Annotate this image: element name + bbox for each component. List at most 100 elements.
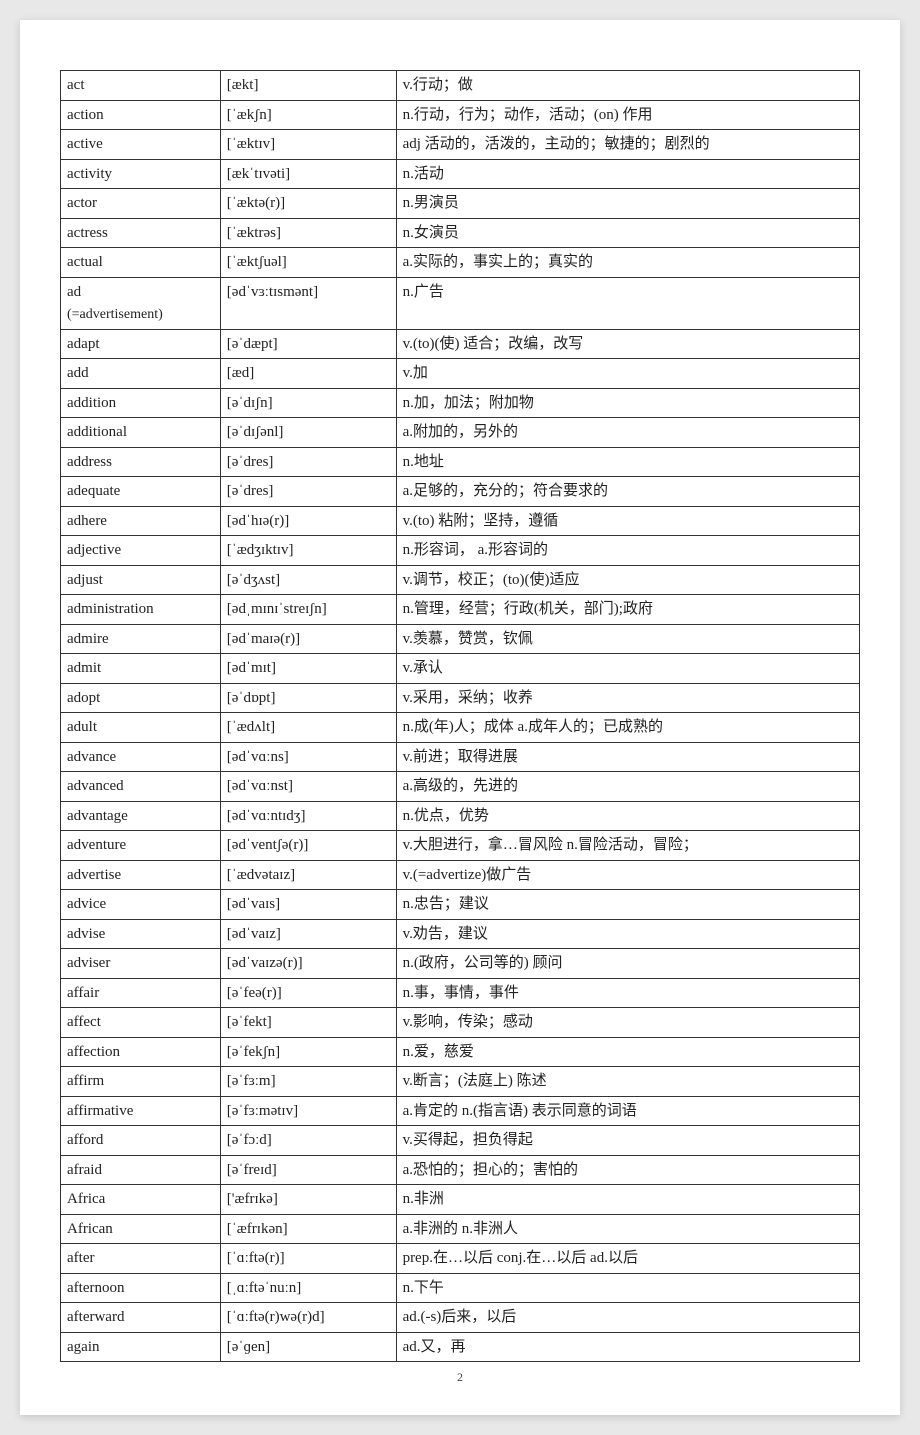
vocabulary-table: act[ækt]v.行动；做 action[ˈækʃn]n.行动，行为；动作，活动… xyxy=(60,70,860,1362)
page-number: 2 xyxy=(60,1370,860,1385)
table-row: activity[ækˈtɪvəti]n.活动 xyxy=(61,159,860,189)
definition-cell: a.附加的，另外的 xyxy=(396,418,859,448)
phonetic-cell: [ˈædʌlt] xyxy=(220,713,396,743)
word-text: affair xyxy=(67,985,99,1001)
definition-cell: a.高级的，先进的 xyxy=(396,772,859,802)
word-text: Africa xyxy=(67,1191,105,1207)
word-cell: after xyxy=(61,1244,221,1274)
phonetic-cell: [əˈdɪʃn] xyxy=(220,388,396,418)
word-text: African xyxy=(67,1221,113,1237)
definition-cell: n.优点，优势 xyxy=(396,801,859,831)
word-cell: additional xyxy=(61,418,221,448)
phonetic-cell: [ədˈvɑːntɪdʒ] xyxy=(220,801,396,831)
table-row: affect[əˈfekt]v.影响，传染；感动 xyxy=(61,1008,860,1038)
word-text: affection xyxy=(67,1044,120,1060)
word-text: advice xyxy=(67,896,106,912)
word-cell: adventure xyxy=(61,831,221,861)
phonetic-cell: [əˈɡen] xyxy=(220,1332,396,1362)
word-text: activity xyxy=(67,166,112,182)
table-row: affair[əˈfeə(r)]n.事，事情，事件 xyxy=(61,978,860,1008)
table-row: ad(=advertisement)[ədˈvɜːtɪsmənt]n.广告 xyxy=(61,277,860,329)
phonetic-cell: [ədˈvɜːtɪsmənt] xyxy=(220,277,396,329)
word-cell: advance xyxy=(61,742,221,772)
definition-cell: ad.(-s)后来，以后 xyxy=(396,1303,859,1333)
definition-cell: v.劝告，建议 xyxy=(396,919,859,949)
definition-cell: v.前进；取得进展 xyxy=(396,742,859,772)
word-cell: afford xyxy=(61,1126,221,1156)
word-text: adjust xyxy=(67,572,103,588)
phonetic-cell: [əˈfekʃn] xyxy=(220,1037,396,1067)
phonetic-cell: [ˈæktɪv] xyxy=(220,130,396,160)
word-text: afford xyxy=(67,1132,103,1148)
table-row: affirm[əˈfɜːm]v.断言；(法庭上) 陈述 xyxy=(61,1067,860,1097)
word-cell: actual xyxy=(61,248,221,278)
phonetic-cell: [ədˈhɪə(r)] xyxy=(220,506,396,536)
definition-cell: n.活动 xyxy=(396,159,859,189)
word-text: advise xyxy=(67,926,105,942)
word-cell: adjust xyxy=(61,565,221,595)
word-cell: actress xyxy=(61,218,221,248)
word-text: addition xyxy=(67,395,116,411)
word-text: actress xyxy=(67,225,108,241)
definition-cell: v.行动；做 xyxy=(396,71,859,101)
phonetic-cell: [əˈdʒʌst] xyxy=(220,565,396,595)
table-row: afford[əˈfɔːd]v.买得起，担负得起 xyxy=(61,1126,860,1156)
definition-cell: adj 活动的，活泼的，主动的；敏捷的；剧烈的 xyxy=(396,130,859,160)
word-text: again xyxy=(67,1339,99,1355)
table-row: after[ˈɑːftə(r)]prep.在…以后 conj.在…以后 ad.以… xyxy=(61,1244,860,1274)
phonetic-cell: [əˈfeə(r)] xyxy=(220,978,396,1008)
table-row: additional[əˈdɪʃənl]a.附加的，另外的 xyxy=(61,418,860,448)
definition-cell: n.爱，慈爱 xyxy=(396,1037,859,1067)
definition-cell: n.忠告；建议 xyxy=(396,890,859,920)
word-cell: advantage xyxy=(61,801,221,831)
definition-cell: n.女演员 xyxy=(396,218,859,248)
word-cell: affection xyxy=(61,1037,221,1067)
definition-cell: v.影响，传染；感动 xyxy=(396,1008,859,1038)
table-row: adopt[əˈdɒpt]v.采用，采纳；收养 xyxy=(61,683,860,713)
phonetic-cell: [əˈdæpt] xyxy=(220,329,396,359)
phonetic-cell: [ədˈvaɪzə(r)] xyxy=(220,949,396,979)
word-text: additional xyxy=(67,424,127,440)
word-cell: affirmative xyxy=(61,1096,221,1126)
word-text: advertise xyxy=(67,867,121,883)
word-cell: afternoon xyxy=(61,1273,221,1303)
definition-cell: ad.又，再 xyxy=(396,1332,859,1362)
word-cell: act xyxy=(61,71,221,101)
table-row: admire[ədˈmaɪə(r)]v.羡慕，赞赏，钦佩 xyxy=(61,624,860,654)
phonetic-cell: [ədˈvaɪz] xyxy=(220,919,396,949)
definition-cell: v.大胆进行，拿…冒风险 n.冒险活动，冒险； xyxy=(396,831,859,861)
table-row: adventure[ədˈventʃə(r)]v.大胆进行，拿…冒风险 n.冒险… xyxy=(61,831,860,861)
definition-cell: n.下午 xyxy=(396,1273,859,1303)
table-row: adequate[əˈdres]a.足够的，充分的；符合要求的 xyxy=(61,477,860,507)
word-cell: addition xyxy=(61,388,221,418)
word-cell: afraid xyxy=(61,1155,221,1185)
phonetic-cell: [əˈfɔːd] xyxy=(220,1126,396,1156)
word-cell: again xyxy=(61,1332,221,1362)
table-body: act[ækt]v.行动；做 action[ˈækʃn]n.行动，行为；动作，活动… xyxy=(61,71,860,1362)
word-text: adult xyxy=(67,719,97,735)
word-cell: adequate xyxy=(61,477,221,507)
phonetic-cell: [əˈdres] xyxy=(220,447,396,477)
word-text: affect xyxy=(67,1014,101,1030)
word-cell: actor xyxy=(61,189,221,219)
word-text: add xyxy=(67,365,89,381)
table-row: administration[ədˌmɪnɪˈstreɪʃn]n.管理，经营；行… xyxy=(61,595,860,625)
table-row: affection [əˈfekʃn]n.爱，慈爱 xyxy=(61,1037,860,1067)
word-cell: administration xyxy=(61,595,221,625)
word-cell: action xyxy=(61,100,221,130)
word-cell: advanced xyxy=(61,772,221,802)
definition-cell: n.行动，行为；动作，活动；(on) 作用 xyxy=(396,100,859,130)
table-row: advanced[ədˈvɑːnst]a.高级的，先进的 xyxy=(61,772,860,802)
phonetic-cell: [ˈɑːftə(r)wə(r)d] xyxy=(220,1303,396,1333)
word-cell: add xyxy=(61,359,221,389)
phonetic-cell: [ˈækʃn] xyxy=(220,100,396,130)
phonetic-cell: [ˈɑːftə(r)] xyxy=(220,1244,396,1274)
table-row: affirmative[əˈfɜːmətɪv]a.肯定的 n.(指言语) 表示同… xyxy=(61,1096,860,1126)
definition-cell: a.肯定的 n.(指言语) 表示同意的词语 xyxy=(396,1096,859,1126)
word-text: adjective xyxy=(67,542,121,558)
phonetic-cell: [ækt] xyxy=(220,71,396,101)
phonetic-cell: [ˌɑːftəˈnuːn] xyxy=(220,1273,396,1303)
word-text: admit xyxy=(67,660,101,676)
table-row: advantage[ədˈvɑːntɪdʒ]n.优点，优势 xyxy=(61,801,860,831)
phonetic-cell: [əˈdres] xyxy=(220,477,396,507)
